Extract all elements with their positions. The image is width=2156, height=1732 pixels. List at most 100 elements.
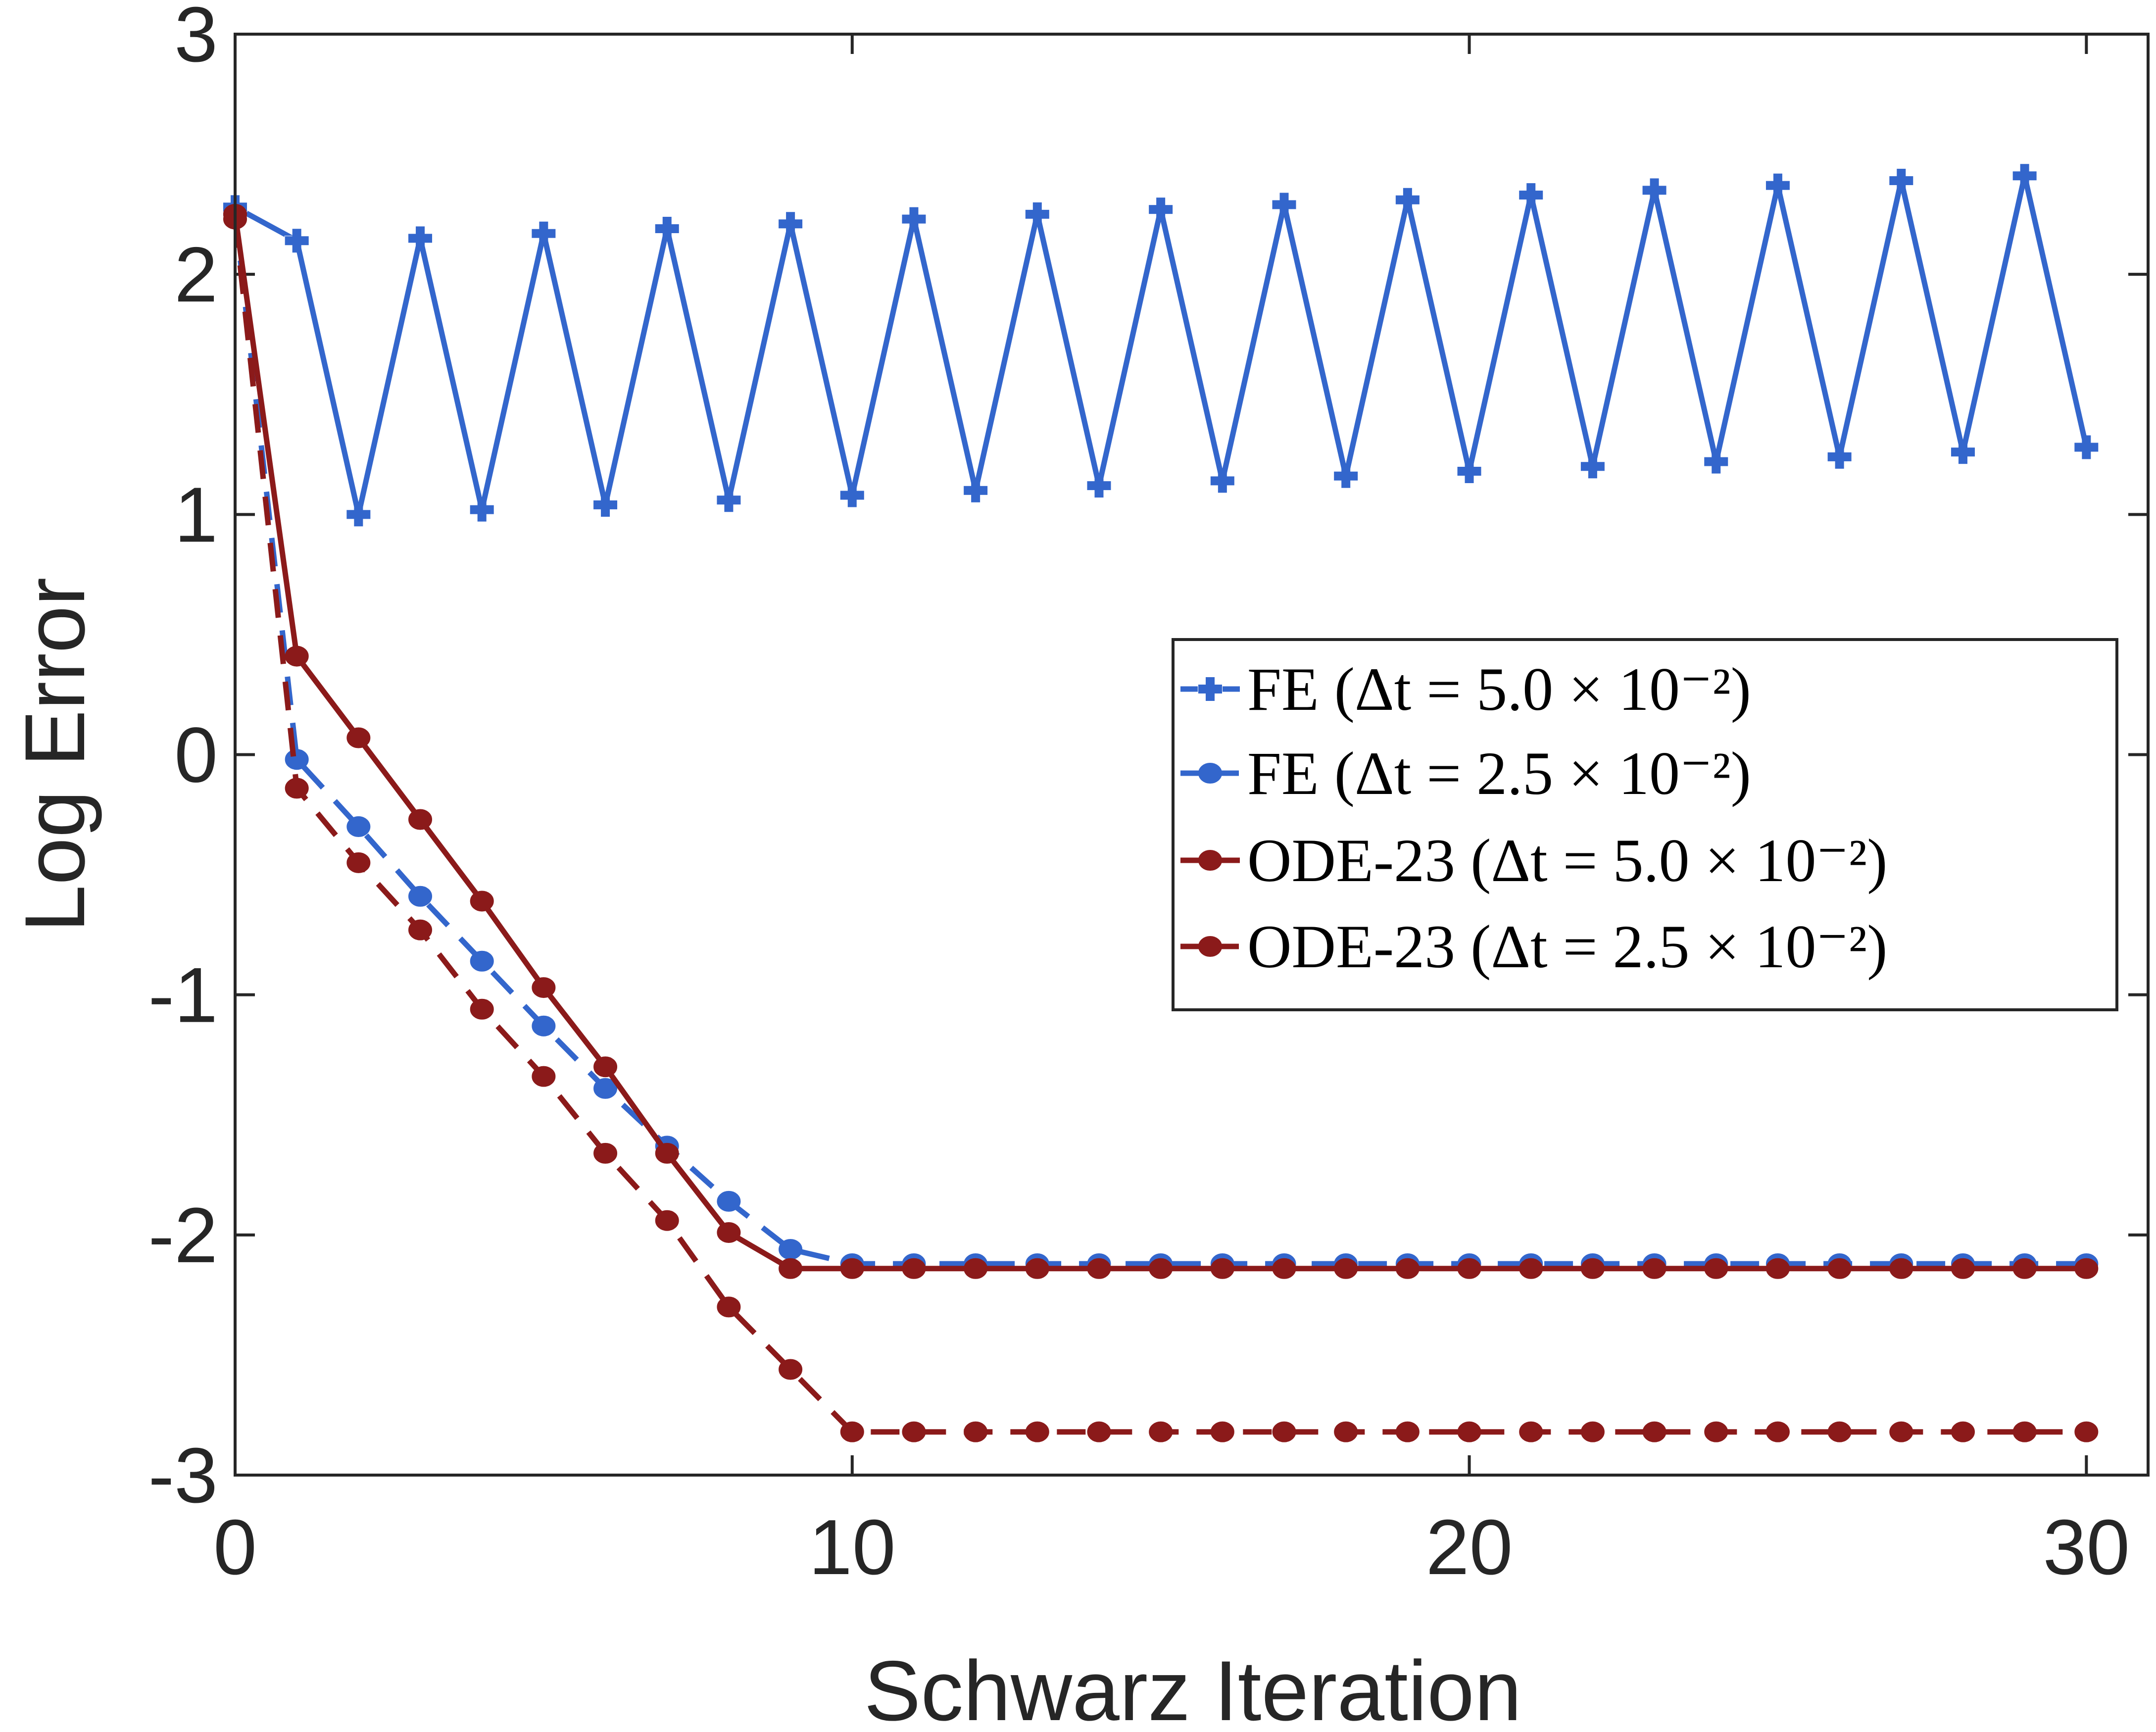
y-tick-label: -1: [148, 952, 218, 1039]
legend-entry: ODE-23 (Δt = 5.0 × 10⁻²): [1180, 827, 1887, 894]
x-tick-label: 10: [809, 1504, 896, 1591]
legend-entry: FE (Δt = 5.0 × 10⁻²): [1180, 655, 1751, 723]
y-axis-label: Log Error: [7, 578, 102, 933]
data-point: [1827, 445, 1852, 469]
data-point: [532, 1015, 556, 1037]
x-tick-label: 20: [1426, 1504, 1513, 1591]
data-point: [1642, 1258, 1666, 1279]
data-point: [346, 816, 371, 838]
data-point: [1395, 188, 1420, 212]
data-point: [532, 977, 556, 998]
data-point: [1334, 1258, 1358, 1279]
data-point: [1827, 1421, 1852, 1442]
data-point: [470, 998, 494, 1020]
data-point: [2012, 1258, 2037, 1279]
y-tick-label: 1: [174, 471, 218, 558]
x-tick-label: 0: [213, 1504, 257, 1591]
y-tick-label: 3: [174, 0, 218, 78]
data-point: [1580, 1258, 1605, 1279]
data-point: [1765, 1258, 1790, 1279]
data-point: [532, 1066, 556, 1087]
data-point: [1395, 1421, 1420, 1442]
data-point: [1827, 1258, 1852, 1279]
data-point: [1642, 178, 1667, 202]
data-point: [1950, 440, 1975, 464]
legend-label: ODE-23 (Δt = 5.0 × 10⁻²): [1247, 827, 1887, 894]
data-point: [408, 809, 433, 830]
data-point: [593, 1142, 618, 1164]
data-point: [1457, 459, 1482, 484]
data-point: [1334, 1421, 1358, 1442]
data-point: [655, 1210, 679, 1231]
data-point: [779, 1258, 803, 1279]
data-point: [285, 645, 309, 667]
legend-swatch-marker: [1198, 677, 1223, 701]
data-point: [346, 502, 371, 527]
y-tick-label: 0: [174, 712, 218, 799]
data-point: [1889, 168, 1914, 193]
data-point: [1272, 1258, 1296, 1279]
data-point: [1087, 1421, 1111, 1442]
data-point: [408, 226, 433, 250]
data-point: [1149, 1421, 1173, 1442]
data-point: [1642, 1421, 1666, 1442]
data-point: [779, 1359, 803, 1380]
data-point: [1210, 469, 1235, 493]
data-point: [2012, 164, 2037, 188]
data-point: [1086, 474, 1112, 498]
x-axis-label: Schwarz Iteration: [864, 1643, 1522, 1732]
data-point: [1519, 1258, 1543, 1279]
data-point: [1025, 202, 1050, 226]
series-1: [223, 164, 2099, 527]
data-point: [1519, 1421, 1543, 1442]
data-point: [1333, 464, 1359, 488]
legend-swatch-marker: [1198, 936, 1222, 957]
data-point: [346, 852, 371, 873]
data-point: [1272, 1421, 1296, 1442]
data-point: [408, 919, 433, 940]
data-point: [1210, 1258, 1234, 1279]
data-point: [840, 1421, 864, 1442]
data-point: [964, 1421, 988, 1442]
data-point: [840, 1258, 864, 1279]
data-point: [654, 216, 680, 241]
data-point: [1580, 1421, 1605, 1442]
data-point: [963, 478, 988, 502]
data-point: [1889, 1258, 1913, 1279]
data-point: [593, 1078, 618, 1099]
data-point: [2012, 1421, 2037, 1442]
data-point: [779, 1238, 803, 1260]
data-point: [1272, 193, 1297, 217]
data-point: [717, 1296, 741, 1318]
data-point: [1149, 1258, 1173, 1279]
series-3: [223, 203, 2099, 1279]
data-point: [470, 891, 494, 912]
y-tick-label: -2: [148, 1192, 218, 1279]
data-point: [593, 493, 618, 517]
legend-entry: FE (Δt = 2.5 × 10⁻²): [1180, 740, 1751, 807]
legend: FE (Δt = 5.0 × 10⁻²) FE (Δt = 2.5 × 10⁻²)…: [1172, 638, 2118, 1011]
data-point: [1580, 454, 1605, 479]
data-point: [901, 207, 927, 231]
data-point: [1457, 1258, 1481, 1279]
data-point: [285, 778, 309, 799]
data-point: [469, 497, 494, 522]
data-point: [470, 950, 494, 972]
data-point: [285, 749, 309, 770]
data-point: [1889, 1421, 1913, 1442]
data-point: [1704, 1258, 1728, 1279]
data-point: [1210, 1421, 1234, 1442]
data-point: [1765, 1421, 1790, 1442]
data-point: [531, 221, 556, 246]
legend-swatch-marker: [1198, 850, 1222, 871]
legend-label: FE (Δt = 2.5 × 10⁻²): [1247, 740, 1751, 807]
data-point: [1457, 1421, 1481, 1442]
data-point: [1704, 1421, 1728, 1442]
data-point: [1951, 1258, 1975, 1279]
legend-box: [1172, 638, 2118, 1011]
data-point: [1765, 173, 1790, 198]
data-point: [839, 483, 865, 507]
legend-entries: FE (Δt = 5.0 × 10⁻²) FE (Δt = 2.5 × 10⁻²)…: [1180, 655, 1887, 981]
legend-label: ODE-23 (Δt = 2.5 × 10⁻²): [1247, 913, 1887, 981]
